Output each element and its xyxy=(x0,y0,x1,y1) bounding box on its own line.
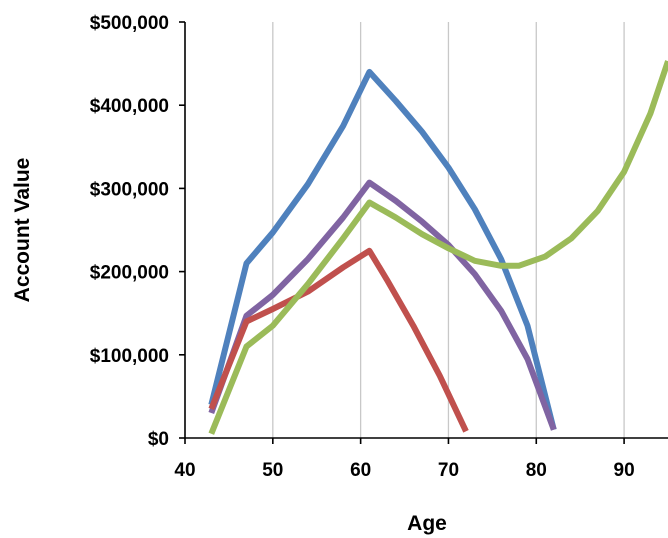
y-tick-label: $500,000 xyxy=(90,13,169,34)
series-line-purple xyxy=(208,179,557,431)
y-tick-label: $200,000 xyxy=(90,263,169,284)
y-tick-label: $100,000 xyxy=(90,346,169,367)
x-axis-tick-labels: 40 50 60 70 80 90 xyxy=(174,460,634,481)
y-axis-tick-labels: $0 $100,000 $200,000 $300,000 $400,000 $500,0… xyxy=(90,13,169,450)
x-tick-label: 60 xyxy=(350,460,371,481)
series-line-red xyxy=(208,247,469,433)
chart-axes xyxy=(179,21,668,444)
x-tick-label: 50 xyxy=(262,460,283,481)
y-tick-label: $400,000 xyxy=(90,96,169,117)
data-series xyxy=(208,60,668,435)
x-tick-label: 90 xyxy=(614,460,635,481)
x-tick-label: 80 xyxy=(526,460,547,481)
series-line-green xyxy=(208,60,668,435)
x-tick-label: 40 xyxy=(174,460,195,481)
y-tick-label: $300,000 xyxy=(90,179,169,200)
y-axis-title: Account Value xyxy=(11,158,34,303)
vertical-gridlines xyxy=(272,22,625,438)
x-tick-label: 70 xyxy=(438,460,459,481)
x-axis-title: Age xyxy=(407,512,447,535)
y-tick-label: $0 xyxy=(148,429,169,450)
series-line-blue xyxy=(208,68,557,431)
